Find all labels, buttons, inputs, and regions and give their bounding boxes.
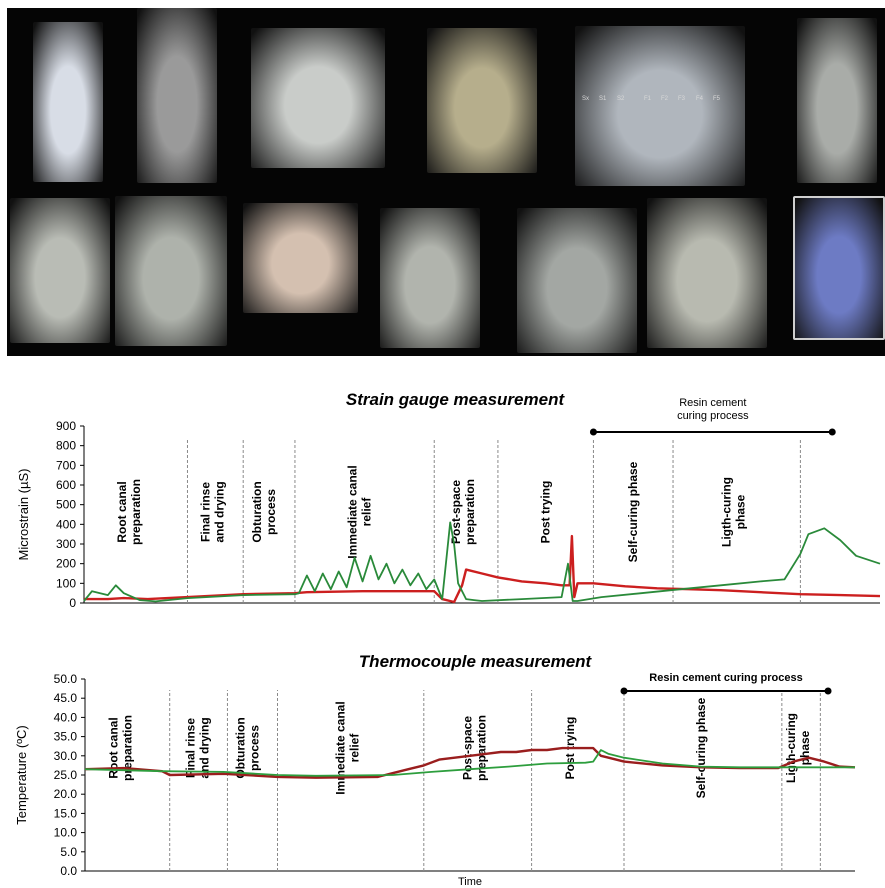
y-tick-label: 100 xyxy=(56,576,76,590)
photo-strain-gauge-sensor xyxy=(137,8,217,183)
y-tick-label: 0 xyxy=(69,596,76,610)
y-tick-label: 800 xyxy=(56,439,76,453)
bracket-endpoint xyxy=(824,687,832,695)
x-axis-label: Time xyxy=(458,876,482,888)
photo-light-curing-unit xyxy=(793,196,885,340)
y-axis-label: Temperature (ºC) xyxy=(14,725,29,824)
phase-label: Immediate canalrelief xyxy=(334,701,362,794)
series-line xyxy=(83,521,881,603)
file-label: S2 xyxy=(617,96,625,102)
file-label: F3 xyxy=(678,96,686,102)
phase-label: Post trying xyxy=(539,481,553,544)
photo-gauge-bonding xyxy=(427,28,537,173)
bracket-endpoint xyxy=(828,428,836,436)
phase-label: Obturationprocess xyxy=(250,481,278,542)
y-tick-label: 45.0 xyxy=(54,691,78,705)
y-tick-label: 30.0 xyxy=(54,749,78,763)
photo-canal-relief xyxy=(380,208,480,348)
photo-flame-heating xyxy=(243,203,358,313)
y-tick-label: 20.0 xyxy=(54,787,78,801)
bracket-label: Resin cement curing process xyxy=(677,397,749,422)
y-tick-label: 700 xyxy=(56,458,76,472)
file-label: F4 xyxy=(696,96,704,102)
photo-gauge-wire-connection xyxy=(251,28,385,168)
thermocouple-chart: Thermocouple measurement Temperature (ºC)… xyxy=(14,652,856,888)
y-tick-label: 900 xyxy=(56,419,76,433)
photo-paper-points xyxy=(10,198,110,343)
phase-label: Root canalpreparation xyxy=(107,715,135,781)
photo-post-space-drill xyxy=(517,208,637,353)
y-tick-label: 600 xyxy=(56,478,76,492)
y-tick-label: 200 xyxy=(56,557,76,571)
photo-handpiece-on-specimen xyxy=(797,18,877,183)
phase-label: Post-spacepreparation xyxy=(461,715,489,781)
strain-gauge-chart: Strain gauge measurement Microstrain (µS)… xyxy=(16,390,881,610)
file-label: Sx xyxy=(582,96,590,102)
photo-rotary-endodontic-files xyxy=(575,26,745,186)
y-tick-label: 500 xyxy=(56,498,76,512)
y-tick-label: 5.0 xyxy=(60,845,77,859)
phase-label: Obturationprocess xyxy=(234,717,262,778)
phase-label: Root canalpreparation xyxy=(115,479,143,545)
y-tick-label: 300 xyxy=(56,537,76,551)
phase-label: Ligth-curingphase xyxy=(720,477,748,547)
file-label: S1 xyxy=(599,96,607,102)
y-tick-label: 50.0 xyxy=(54,672,78,686)
y-tick-label: 400 xyxy=(56,517,76,531)
phase-label: Final rinseand drying xyxy=(198,481,226,542)
phase-label: Final rinseand drying xyxy=(184,717,212,778)
file-label: F2 xyxy=(661,96,669,102)
y-tick-label: 25.0 xyxy=(54,768,78,782)
file-label: F5 xyxy=(713,96,721,102)
file-label: F1 xyxy=(644,96,652,102)
y-tick-label: 10.0 xyxy=(54,826,78,840)
chart-title: Strain gauge measurement xyxy=(346,390,566,409)
photo-panel: Sx S1 S2 F1 F2 F3 F4 F5 xyxy=(7,8,885,356)
photo-gutta-percha-cones xyxy=(115,196,227,346)
series-line xyxy=(84,749,855,777)
y-tick-label: 15.0 xyxy=(54,806,78,820)
y-tick-label: 0.0 xyxy=(60,864,77,878)
y-tick-label: 35.0 xyxy=(54,730,78,744)
phase-label: Ligth-curingphase xyxy=(784,713,812,783)
photo-root-specimen-block xyxy=(33,22,103,182)
photo-post-trying xyxy=(647,198,767,348)
y-tick-label: 40.0 xyxy=(54,710,78,724)
bracket-label: Resin cement curing process xyxy=(649,672,802,684)
phase-label: Immediate canalrelief xyxy=(346,465,374,558)
phase-label: Self-curing phase xyxy=(626,461,640,562)
chart-title: Thermocouple measurement xyxy=(359,652,593,671)
bracket-endpoint xyxy=(620,687,628,695)
phase-label: Post-spacepreparation xyxy=(449,479,477,545)
phase-label: Self-curing phase xyxy=(694,697,708,798)
y-axis-label: Microstrain (µS) xyxy=(16,469,31,561)
bracket-endpoint xyxy=(589,428,597,436)
series-line xyxy=(84,534,881,604)
